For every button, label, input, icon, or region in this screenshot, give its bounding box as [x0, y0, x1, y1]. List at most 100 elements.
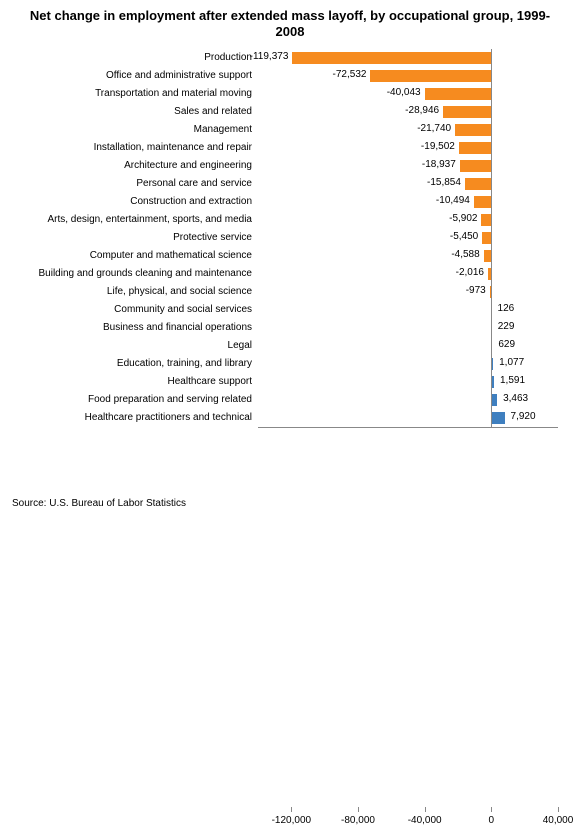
category-label: Building and grounds cleaning and mainte… [12, 268, 252, 279]
category-label: Architecture and engineering [12, 160, 252, 171]
value-label: -19,502 [421, 141, 455, 152]
category-label: Personal care and service [12, 178, 252, 189]
category-label: Healthcare support [12, 376, 252, 387]
value-label: -5,450 [450, 231, 478, 242]
value-label: -119,373 [250, 51, 289, 62]
x-tick-label: -80,000 [341, 815, 375, 826]
plot-cell: -21,740 [258, 121, 558, 139]
x-tick-label: 0 [489, 815, 495, 826]
bar [292, 52, 491, 64]
bar [474, 196, 491, 208]
plot-cell: 229 [258, 319, 558, 337]
plot-cell: -119,373 [258, 49, 558, 67]
plot-cell: 629 [258, 337, 558, 355]
data-row: Office and administrative support -72,532 [12, 67, 568, 85]
plot-cell: -19,502 [258, 139, 558, 157]
x-tick [491, 807, 492, 812]
value-label: 7,920 [511, 411, 536, 422]
bar [484, 250, 492, 262]
plot-cell: 1,077 [258, 355, 558, 373]
plot-cell: -18,937 [258, 157, 558, 175]
x-axis-line [258, 427, 558, 428]
value-label: 1,591 [500, 375, 525, 386]
bar [465, 178, 491, 190]
x-tick-label: -40,000 [408, 815, 442, 826]
category-label: Installation, maintenance and repair [12, 142, 252, 153]
data-row: Food preparation and serving related 3,46… [12, 391, 568, 409]
data-row: Building and grounds cleaning and mainte… [12, 265, 568, 283]
bar [455, 124, 491, 136]
data-row: Legal 629 [12, 337, 568, 355]
chart-area: Production-119,373Office and administrat… [12, 49, 568, 457]
plot-cell: -15,854 [258, 175, 558, 193]
plot-cell: -72,532 [258, 67, 558, 85]
category-label: Protective service [12, 232, 252, 243]
value-label: -5,902 [449, 213, 477, 224]
category-label: Computer and mathematical science [12, 250, 252, 261]
category-label: Construction and extraction [12, 196, 252, 207]
data-row: Construction and extraction -10,494 [12, 193, 568, 211]
x-tick [558, 807, 559, 812]
plot-cell: -973 [258, 283, 558, 301]
value-label: -28,946 [405, 105, 439, 116]
category-label: Legal [12, 340, 252, 351]
plot-cell: 7,920 [258, 409, 558, 427]
zero-axis-line [491, 49, 492, 427]
value-label: -40,043 [387, 87, 421, 98]
data-row: Management -21,740 [12, 121, 568, 139]
x-tick [358, 807, 359, 812]
plot-cell: 1,591 [258, 373, 558, 391]
x-tick-label: -120,000 [272, 815, 311, 826]
category-label: Arts, design, entertainment, sports, and… [12, 214, 252, 225]
value-label: -15,854 [427, 177, 461, 188]
category-label: Business and financial operations [12, 322, 252, 333]
category-label: Production [12, 52, 252, 63]
data-row: Arts, design, entertainment, sports, and… [12, 211, 568, 229]
data-row: Computer and mathematical science -4,588 [12, 247, 568, 265]
x-axis: -120,000-80,000-40,000040,000 [258, 807, 558, 835]
plot-cell: -5,902 [258, 211, 558, 229]
x-tick [291, 807, 292, 812]
data-row: Business and financial operations 229 [12, 319, 568, 337]
data-row: Personal care and service -15,854 [12, 175, 568, 193]
value-label: -21,740 [417, 123, 451, 134]
category-label: Education, training, and library [12, 358, 252, 369]
plot-cell: -4,588 [258, 247, 558, 265]
value-label: 1,077 [499, 357, 524, 368]
data-row: Healthcare practitioners and technical 7,… [12, 409, 568, 427]
bar [459, 142, 492, 154]
category-label: Food preparation and serving related [12, 394, 252, 405]
data-row: Life, physical, and social science -973 [12, 283, 568, 301]
category-label: Life, physical, and social science [12, 286, 252, 297]
source-text: Source: U.S. Bureau of Labor Statistics [12, 498, 186, 509]
data-row: Protective service -5,450 [12, 229, 568, 247]
category-label: Community and social services [12, 304, 252, 315]
plot-cell: -28,946 [258, 103, 558, 121]
bar [482, 232, 491, 244]
plot-cell: -2,016 [258, 265, 558, 283]
plot-cell: 126 [258, 301, 558, 319]
value-label: -18,937 [422, 159, 456, 170]
data-row: Installation, maintenance and repair -19,… [12, 139, 568, 157]
bar [443, 106, 491, 118]
bar [481, 214, 491, 226]
plot-cell: -40,043 [258, 85, 558, 103]
data-row: Education, training, and library 1,077 [12, 355, 568, 373]
category-label: Healthcare practitioners and technical [12, 412, 252, 423]
value-label: -4,588 [451, 249, 479, 260]
plot-cell: -10,494 [258, 193, 558, 211]
chart-title: Net change in employment after extended … [0, 0, 580, 45]
bar [370, 70, 491, 82]
data-row: Sales and related -28,946 [12, 103, 568, 121]
value-label: -973 [466, 285, 486, 296]
data-row: Healthcare support 1,591 [12, 373, 568, 391]
plot-cell: -5,450 [258, 229, 558, 247]
bar [491, 412, 504, 424]
value-label: 629 [498, 339, 515, 350]
x-tick [425, 807, 426, 812]
category-label: Office and administrative support [12, 70, 252, 81]
category-label: Sales and related [12, 106, 252, 117]
category-label: Transportation and material moving [12, 88, 252, 99]
value-label: 3,463 [503, 393, 528, 404]
category-label: Management [12, 124, 252, 135]
